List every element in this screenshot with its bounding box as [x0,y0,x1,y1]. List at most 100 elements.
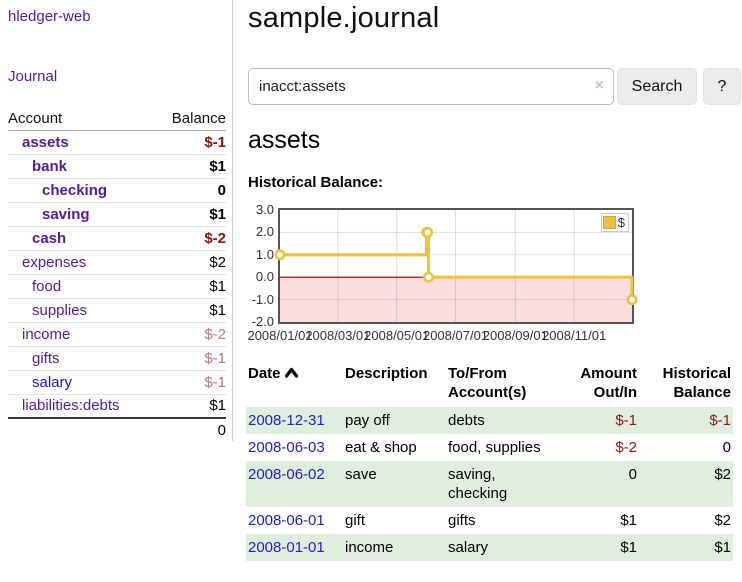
search-input[interactable] [248,68,614,105]
x-axis-tick-label: 2008/05/01 [364,328,430,343]
transaction-date-link[interactable]: 2008-06-02 [248,466,325,483]
transaction-balance: 0 [722,439,731,456]
y-axis-tick-label: 1.0 [255,246,274,262]
account-balance: $1 [158,298,226,323]
account-link-assets[interactable]: assets [22,133,69,151]
transaction-row: 2008-06-01 gift gifts $1 $2 [246,507,733,534]
account-balance: $-2 [158,322,226,347]
accounts-table: Account Balance assets $-1 bank $1 checking 0… [8,107,226,442]
account-link-cash[interactable]: cash [32,229,67,247]
account-row: salary $-1 [8,370,226,395]
app-title-link[interactable]: hledger-web [8,8,91,25]
account-link-bank[interactable]: bank [32,157,68,175]
account-row: supplies $1 [8,298,226,323]
account-link-liabilities-debts[interactable]: liabilities:debts [22,397,120,415]
transaction-description: income [343,534,446,561]
account-link-supplies[interactable]: supplies [32,301,88,319]
x-axis-tick-label: 2008/11/01 [542,328,607,343]
transaction-accounts: saving, checking [446,461,558,507]
y-axis-tick-label: 0.0 [255,269,274,285]
account-link-salary[interactable]: salary [32,373,73,391]
account-row: income $-2 [8,322,226,347]
account-balance: $1 [158,202,226,227]
transaction-balance: $2 [639,461,733,507]
transaction-row: 2008-12-31 pay off debts $-1 $-1 [246,407,733,434]
legend-swatch-icon [602,216,616,229]
register-header-label: Description [345,365,428,382]
register-header-historical: Historical Balance [639,362,733,407]
y-axis-tick-label: -2.0 [251,314,274,329]
accounts-total-row: 0 [8,417,226,442]
transaction-date-link[interactable]: 2008-12-31 [248,412,325,429]
transaction-description: eat & shop [345,439,417,456]
accounts-header-balance: Balance [158,107,226,131]
account-row: saving $1 [8,202,226,227]
transaction-description: save [343,461,446,507]
register-header-label: Amount [580,365,637,382]
account-row: assets $-1 [8,130,226,155]
account-balance: $2 [158,250,226,275]
transaction-date-cell: 2008-06-02 [246,461,343,507]
transaction-balance: $1 [639,534,733,561]
register-header-label: To/From [448,365,507,382]
transaction-accounts: salary [446,534,558,561]
x-axis-tick-label: 2008/07/01 [422,328,489,343]
transaction-amount: $-1 [558,407,639,434]
transaction-balance: $2 [714,512,731,529]
register-header-to-from: To/From Account(s) [446,362,558,407]
account-row: food $1 [8,274,226,299]
transaction-row: 2008-06-03 eat & shop food, supplies $-2 0 [246,434,733,461]
search-button[interactable]: Search [617,68,697,105]
transaction-date-link[interactable]: 2008-06-03 [248,439,325,456]
account-balance: $1 [158,154,226,179]
register-header-date[interactable]: Date [246,362,343,407]
transaction-amount: 0 [558,461,639,507]
accounts-header-account: Account [8,107,158,131]
account-balance: 0 [158,178,226,203]
x-axis-tick-label: 2008/01/01 [247,328,313,343]
transaction-date-cell: 2008-12-31 [246,407,343,434]
transaction-date-link[interactable]: 2008-01-01 [248,539,325,556]
chart-canvas [274,210,638,322]
account-row: checking 0 [8,178,226,203]
search-box: × [248,68,614,105]
y-axis-tick-label: 3.0 [255,202,274,217]
register-header-label: Out/In [593,384,637,401]
transaction-amount: $1 [620,512,637,529]
sort-ascending-icon [284,367,298,378]
sidebar-item-journal[interactable]: Journal [8,68,58,85]
transaction-date-cell: 2008-06-01 [246,507,343,534]
transaction-row: 2008-01-01 income salary $1 $1 [246,534,733,561]
account-balance: $-2 [158,226,226,251]
chart-title: Historical Balance: [248,174,384,191]
transaction-date-link[interactable]: 2008-06-01 [248,512,325,529]
account-link-gifts[interactable]: gifts [32,349,60,367]
account-row: expenses $2 [8,250,226,275]
y-axis-tick-label: -1.0 [251,291,274,307]
historical-balance-chart: 3.0 2.0 1.0 0.0 -1.0 -2.0 $ 2008/01/01 2008/03… [247,202,668,346]
transaction-description: gift [345,512,366,529]
transaction-accounts: debts [446,407,558,434]
register-table: Date Description To/From Account(s) Amount Ou… [246,362,733,561]
clear-search-icon[interactable]: × [594,77,604,94]
register-header-label: Date [248,365,281,382]
account-row: liabilities:debts $1 [8,394,226,419]
register-header-label: Account(s) [448,384,527,401]
page-title: sample.journal [248,2,440,34]
register-header-amount: Amount Out/In [558,362,639,407]
account-link-income[interactable]: income [22,325,71,343]
account-link-saving[interactable]: saving [42,205,90,223]
account-link-checking[interactable]: checking [42,181,108,199]
chart-legend: $ [600,213,629,232]
account-balance: $-1 [158,370,226,395]
account-row: gifts $-1 [8,346,226,371]
chart-plot-area: $ [274,208,638,324]
register-header-label: Balance [673,384,731,401]
transaction-description: pay off [343,407,446,434]
account-link-food[interactable]: food [32,277,62,295]
search-help-button[interactable]: ? [703,68,741,105]
x-axis-tick-label: 2008/09/01 [482,328,548,343]
account-link-expenses[interactable]: expenses [22,253,87,271]
account-balance: $1 [158,394,226,419]
x-axis-tick-label: 2008/03/01 [305,328,371,343]
